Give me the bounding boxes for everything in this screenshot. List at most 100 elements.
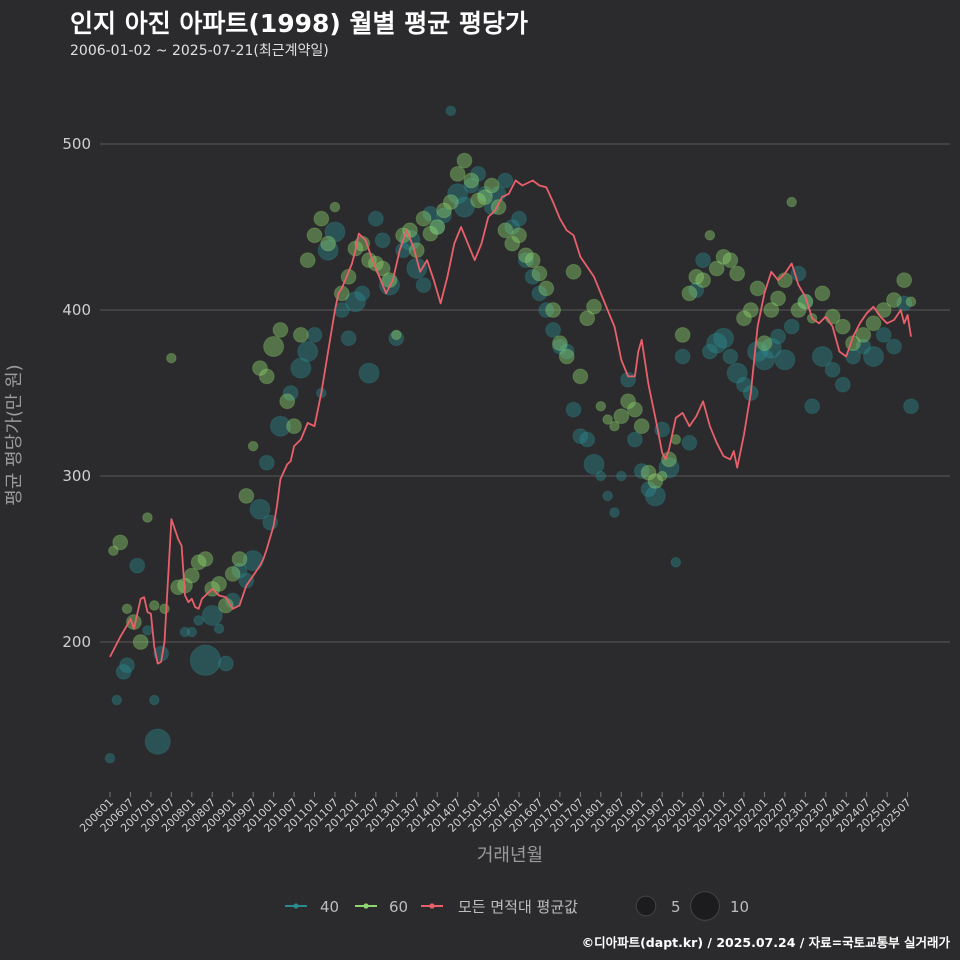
point-area-60 [905,296,917,308]
point-area-40 [640,481,657,498]
point-area-40 [144,728,171,755]
point-area-60 [108,545,119,557]
point-area-40 [706,332,728,354]
average-line-group [109,179,912,665]
point-area-60 [613,408,630,425]
y-tick-label: 300 [62,467,91,485]
point-area-40 [886,338,902,355]
point-area-40 [179,626,191,638]
gridlines [100,143,950,643]
point-area-40 [834,376,851,393]
point-area-60 [231,551,248,567]
point-area-60 [449,165,466,182]
point-area-40 [415,277,432,294]
point-area-60 [797,293,814,310]
point-area-60 [166,352,177,364]
point-area-60 [770,290,786,307]
point-area-60 [511,227,527,244]
average-price-line [109,179,912,665]
point-area-60 [756,335,773,352]
point-area-40 [258,454,275,471]
legend-size-label: 10 [730,898,749,916]
point-area-40 [565,401,582,418]
point-area-40 [282,385,299,401]
point-area-60 [886,292,902,308]
point-area-40 [747,341,769,362]
point-area-60 [477,189,493,206]
legend-size-circle [635,895,657,917]
point-area-60 [470,192,487,209]
point-area-40 [104,752,116,764]
point-area-60 [531,265,548,282]
y-tick-label: 200 [62,633,91,651]
point-area-40 [579,431,596,448]
legend-label: 60 [389,898,408,916]
point-area-60 [408,242,425,259]
legend-size-label: 5 [671,898,681,916]
point-area-40 [306,327,323,343]
point-area-60 [834,318,851,335]
point-area-60 [558,348,575,365]
point-area-60 [565,263,582,280]
point-area-60 [258,368,275,385]
point-area-40 [760,337,782,359]
point-area-60 [132,634,149,650]
point-area-60 [224,566,241,582]
point-area-60 [595,400,607,412]
point-area-40 [111,694,123,706]
point-area-60 [112,534,129,551]
point-area-40 [504,219,521,235]
point-area-40 [615,470,627,482]
point-area-60 [422,225,439,242]
point-area-60 [742,302,759,318]
point-area-40 [713,327,735,349]
chart-title: 인지 아진 아파트(1998) 월별 평균 평당가 [70,9,528,38]
point-area-60 [674,327,691,343]
legend-size-circle [690,891,720,921]
point-area-40 [701,343,718,360]
point-area-40 [517,252,534,269]
point-area-40 [340,330,357,347]
point-area-40 [524,268,541,285]
point-area-60 [786,196,798,208]
point-area-40 [538,302,555,318]
point-area-60 [704,230,716,241]
x-axis-label: 거래년월 [477,845,543,866]
point-area-60 [415,210,432,227]
point-area-60 [695,272,711,289]
point-area-60 [149,600,160,611]
point-area-40 [231,562,248,579]
point-area-40 [531,285,548,302]
point-area-40 [290,357,312,379]
point-area-60 [865,315,882,332]
point-area-40 [558,343,575,360]
point-area-60 [286,418,302,435]
point-area-40 [388,330,405,347]
point-area-60 [159,603,170,615]
point-area-60 [763,302,780,318]
footer-credit: ©디아파트(dapt.kr) / 2025.07.24 / 자료=국토교통부 실… [581,935,950,950]
point-area-40 [722,348,739,365]
point-area-40 [142,625,153,636]
point-area-40 [358,362,380,384]
point-area-40 [193,615,204,626]
point-area-60 [429,219,446,235]
point-area-40 [429,219,446,235]
point-area-40 [609,507,620,518]
point-area-40 [674,348,691,365]
point-area-60 [517,247,534,264]
point-area-60 [436,202,452,219]
point-area-60 [391,329,402,341]
point-area-60 [647,473,664,489]
point-area-60 [633,418,650,435]
point-area-40 [726,362,748,384]
point-area-40 [447,183,469,205]
point-area-60 [211,576,227,592]
legend-key-dot [293,903,299,909]
point-area-60 [238,488,255,504]
point-area-60 [313,210,330,227]
x-ticks: 2006012006072007012007072008012008072009… [77,792,914,835]
point-area-40 [445,105,457,117]
point-area-60 [708,260,725,277]
point-area-40 [797,293,814,310]
